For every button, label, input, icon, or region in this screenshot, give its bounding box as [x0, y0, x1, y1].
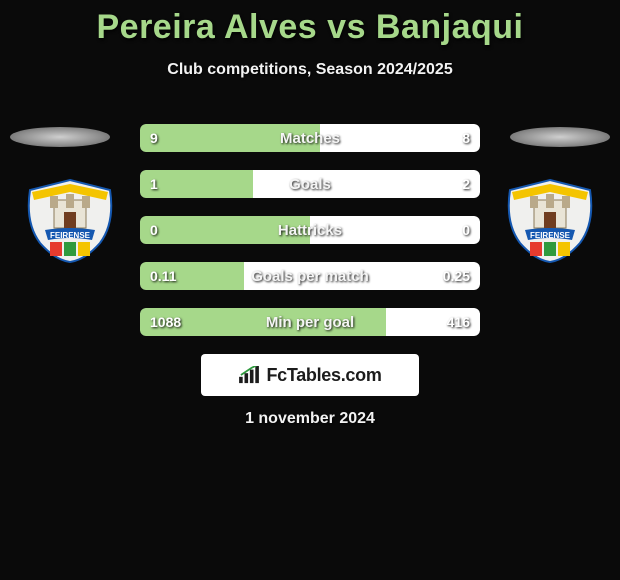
bar-right: [310, 216, 480, 244]
bar-left: [140, 262, 244, 290]
page-title: Pereira Alves vs Banjaqui: [0, 0, 620, 47]
chart-bars-icon: [238, 366, 260, 384]
bar-left: [140, 124, 320, 152]
bar-right: [386, 308, 480, 336]
bar-right: [320, 124, 480, 152]
brand-text: FcTables.com: [266, 365, 381, 386]
stat-row: 00Hattricks: [140, 216, 480, 244]
crest-icon: FEIRENSE: [500, 178, 600, 263]
comparison-rows: 98Matches 12Goals 00Hattricks 0.110.25Goals…: [140, 124, 480, 354]
comparison-widget: Pereira Alves vs Banjaqui Club competiti…: [0, 0, 620, 580]
club-crest-right: FEIRENSE: [500, 178, 600, 263]
stat-row: 1088416Min per goal: [140, 308, 480, 336]
subtitle: Club competitions, Season 2024/2025: [0, 61, 620, 79]
svg-text:FEIRENSE: FEIRENSE: [50, 231, 91, 240]
bar-left: [140, 308, 386, 336]
stat-row: 0.110.25Goals per match: [140, 262, 480, 290]
bar-left: [140, 216, 310, 244]
brand-box: FcTables.com: [201, 354, 419, 396]
player-left-shadow: [10, 127, 110, 147]
svg-text:FEIRENSE: FEIRENSE: [530, 231, 571, 240]
date-text: 1 november 2024: [0, 410, 620, 428]
bar-right: [253, 170, 480, 198]
bar-right: [244, 262, 480, 290]
club-crest-left: FEIRENSE: [20, 178, 120, 263]
stat-row: 98Matches: [140, 124, 480, 152]
player-right-shadow: [510, 127, 610, 147]
bar-left: [140, 170, 253, 198]
crest-icon: FEIRENSE: [20, 178, 120, 263]
stat-row: 12Goals: [140, 170, 480, 198]
